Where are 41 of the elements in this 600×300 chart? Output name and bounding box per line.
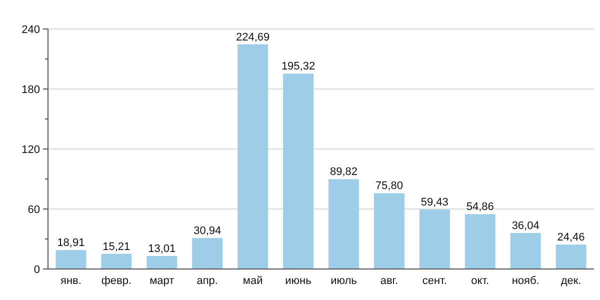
data-label: 224,69: [236, 31, 270, 44]
x-tick-label: май: [242, 275, 263, 287]
bar: [374, 193, 404, 269]
data-label: 36,04: [512, 220, 540, 232]
data-label: 59,43: [420, 196, 448, 209]
bar: [556, 244, 586, 269]
x-tick-label: дек.: [560, 275, 582, 287]
bar: [419, 210, 450, 269]
x-tick-label: март: [150, 275, 174, 287]
bar: [101, 254, 132, 269]
x-tick-label: янв.: [60, 275, 82, 287]
x-tick-label: апр.: [196, 275, 218, 287]
x-tick-label: июнь: [285, 275, 312, 287]
bar: [56, 250, 86, 269]
data-label: 15,21: [102, 240, 130, 253]
bar: [283, 74, 314, 269]
bar: [192, 238, 223, 269]
y-tick-label: 0: [34, 264, 40, 276]
data-label: 13,01: [148, 242, 176, 255]
data-label: 30,94: [194, 225, 222, 238]
data-label: 24,46: [557, 232, 585, 244]
x-tick-label: сент.: [422, 275, 447, 287]
x-tick-label: окт.: [471, 275, 490, 287]
y-tick-label: 240: [22, 24, 40, 36]
x-tick-label: февр.: [101, 275, 132, 287]
bar: [510, 232, 541, 269]
data-label: 89,82: [330, 166, 358, 178]
data-label: 75,80: [375, 180, 403, 192]
x-tick-label: нояб.: [512, 275, 540, 287]
data-label: 54,86: [466, 201, 494, 214]
data-label: 18,91: [57, 237, 85, 250]
x-tick-label: авг.: [380, 275, 398, 287]
x-tick-label: июль: [330, 275, 358, 287]
bar: [464, 214, 496, 269]
bar: [146, 256, 178, 269]
data-label: 195,32: [281, 60, 316, 73]
bar: [328, 179, 359, 269]
y-tick-label: 180: [22, 84, 40, 96]
y-tick-label: 120: [22, 144, 40, 156]
bar: [238, 44, 268, 269]
y-tick-label: 60: [28, 204, 40, 216]
